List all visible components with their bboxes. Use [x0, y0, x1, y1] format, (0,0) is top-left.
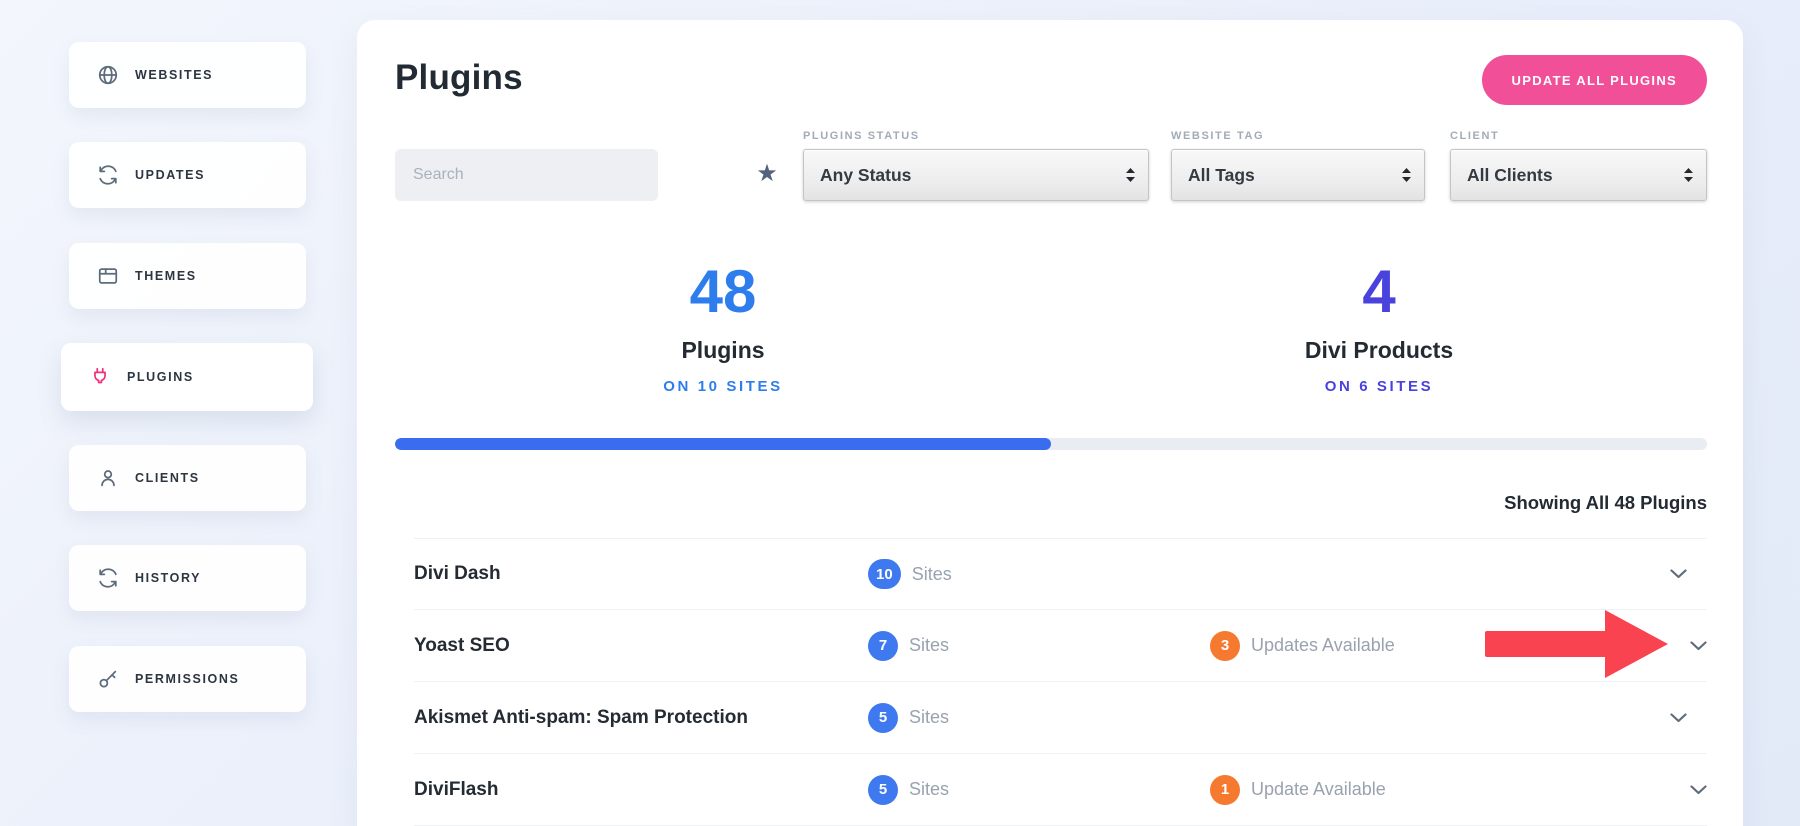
- chevron-down-icon[interactable]: [1690, 641, 1707, 651]
- stat-divi-sites: ON 6 SITES: [1051, 378, 1707, 395]
- filter-label-client: CLIENT: [1450, 130, 1499, 142]
- select-value: All Tags: [1188, 165, 1255, 186]
- sites-cell: 10 Sites: [868, 559, 1210, 589]
- plugin-name: DiviFlash: [414, 779, 868, 801]
- sites-label: Sites: [909, 707, 949, 728]
- history-sync-icon: [97, 567, 119, 589]
- stats-summary: 48 Plugins ON 10 SITES 4 Divi Products O…: [395, 260, 1707, 395]
- sites-label: Sites: [909, 635, 949, 656]
- select-value: All Clients: [1467, 165, 1553, 186]
- plug-icon: [89, 366, 111, 388]
- updates-label: Updates Available: [1251, 635, 1395, 656]
- updates-cell: 1 Update Available: [1210, 775, 1687, 805]
- sidebar-item-label: PLUGINS: [127, 370, 194, 384]
- progress-bar-fill: [395, 438, 1051, 450]
- favorites-star-icon[interactable]: ★: [753, 160, 781, 188]
- stat-divi-label: Divi Products: [1051, 337, 1707, 364]
- sidebar-item-permissions[interactable]: PERMISSIONS: [69, 646, 306, 712]
- sidebar-item-label: CLIENTS: [135, 471, 200, 485]
- sidebar-item-label: UPDATES: [135, 168, 205, 182]
- sites-count-badge: 7: [868, 631, 898, 661]
- search-input[interactable]: [395, 149, 658, 201]
- plugin-row-yoast-seo[interactable]: Yoast SEO 7 Sites 3 Updates Available: [414, 610, 1707, 682]
- select-spinner-arrows-icon: [1125, 167, 1136, 183]
- person-icon: [97, 467, 119, 489]
- plugin-row-divi-dash[interactable]: Divi Dash 10 Sites: [414, 538, 1707, 610]
- updates-cell: 3 Updates Available: [1210, 631, 1687, 661]
- stat-plugins-sites: ON 10 SITES: [395, 378, 1051, 395]
- plugin-row-diviflash[interactable]: DiviFlash 5 Sites 1 Update Available: [414, 754, 1707, 826]
- plugins-ratio-progress-bar: [395, 438, 1707, 450]
- updates-label: Update Available: [1251, 779, 1386, 800]
- sidebar-item-updates[interactable]: UPDATES: [69, 142, 306, 208]
- filter-label-plugins-status: PLUGINS STATUS: [803, 130, 920, 142]
- page-title: Plugins: [395, 58, 523, 98]
- sites-label: Sites: [909, 779, 949, 800]
- sidebar: WEBSITES UPDATES THEMES PLUGINS CLIENTS …: [0, 0, 357, 826]
- main-panel: Plugins UPDATE ALL PLUGINS ★ PLUGINS STA…: [357, 20, 1743, 826]
- sites-count-badge: 5: [868, 703, 898, 733]
- plugin-list: Divi Dash 10 Sites Yoast SEO 7 Sites 3 U…: [414, 538, 1707, 826]
- sidebar-item-themes[interactable]: THEMES: [69, 243, 306, 309]
- sync-icon: [97, 164, 119, 186]
- stat-divi-products: 4 Divi Products ON 6 SITES: [1051, 260, 1707, 395]
- plugin-name: Yoast SEO: [414, 635, 868, 657]
- stat-plugins: 48 Plugins ON 10 SITES: [395, 260, 1051, 395]
- list-summary: Showing All 48 Plugins: [1504, 492, 1707, 514]
- update-all-plugins-button[interactable]: UPDATE ALL PLUGINS: [1482, 55, 1707, 105]
- filter-label-website-tag: WEBSITE TAG: [1171, 130, 1264, 142]
- sidebar-item-label: THEMES: [135, 269, 197, 283]
- stat-plugins-label: Plugins: [395, 337, 1051, 364]
- plugin-name: Divi Dash: [414, 563, 868, 585]
- sites-cell: 7 Sites: [868, 631, 1210, 661]
- sidebar-item-label: WEBSITES: [135, 68, 213, 82]
- sidebar-item-plugins[interactable]: PLUGINS: [61, 343, 313, 411]
- plugin-name: Akismet Anti-spam: Spam Protection: [414, 707, 868, 729]
- plugins-status-select[interactable]: Any Status: [803, 149, 1149, 201]
- sites-cell: 5 Sites: [868, 703, 1210, 733]
- sidebar-item-history[interactable]: HISTORY: [69, 545, 306, 611]
- select-value: Any Status: [820, 165, 911, 186]
- chevron-down-icon[interactable]: [1690, 785, 1707, 795]
- website-tag-select[interactable]: All Tags: [1171, 149, 1425, 201]
- select-spinner-arrows-icon: [1683, 167, 1694, 183]
- chevron-down-icon[interactable]: [1670, 713, 1687, 723]
- updates-count-badge: 1: [1210, 775, 1240, 805]
- sites-label: Sites: [912, 564, 952, 585]
- client-select[interactable]: All Clients: [1450, 149, 1707, 201]
- sidebar-item-label: HISTORY: [135, 571, 201, 585]
- updates-count-badge: 3: [1210, 631, 1240, 661]
- sidebar-item-clients[interactable]: CLIENTS: [69, 445, 306, 511]
- stat-divi-count: 4: [1051, 260, 1707, 323]
- sites-count-badge: 10: [868, 559, 901, 589]
- sites-cell: 5 Sites: [868, 775, 1210, 805]
- sidebar-item-websites[interactable]: WEBSITES: [69, 42, 306, 108]
- plugin-row-akismet[interactable]: Akismet Anti-spam: Spam Protection 5 Sit…: [414, 682, 1707, 754]
- select-spinner-arrows-icon: [1401, 167, 1412, 183]
- sidebar-item-label: PERMISSIONS: [135, 672, 239, 686]
- key-icon: [97, 668, 119, 690]
- chevron-down-icon[interactable]: [1670, 569, 1687, 579]
- globe-icon: [97, 64, 119, 86]
- browser-window-icon: [97, 265, 119, 287]
- stat-plugins-count: 48: [395, 260, 1051, 323]
- sites-count-badge: 5: [868, 775, 898, 805]
